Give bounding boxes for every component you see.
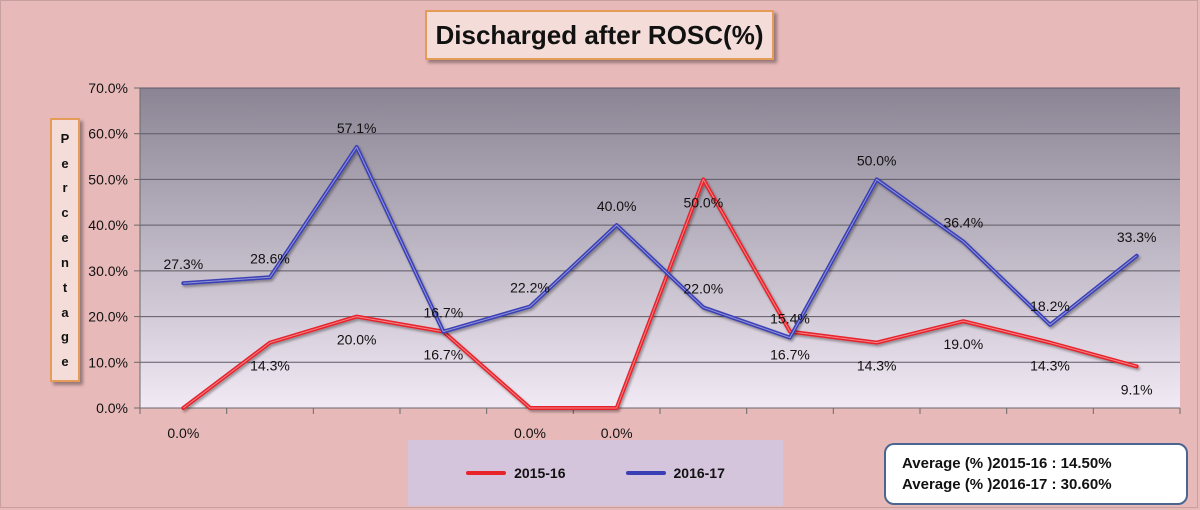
y-axis-label-letter: g (61, 329, 69, 345)
data-label-2016-17: 40.0% (597, 198, 637, 214)
legend-swatch-2015-16 (466, 471, 507, 475)
data-label-2015-16: 14.3% (1030, 358, 1070, 374)
data-label-2016-17: 27.3% (163, 256, 203, 272)
y-tick-label: 30.0% (88, 263, 128, 279)
y-tick-label: 40.0% (88, 217, 128, 233)
y-axis-label-letter: e (61, 230, 69, 246)
data-label-2016-17: 22.2% (510, 280, 550, 296)
data-label-2015-16: 14.3% (250, 358, 290, 374)
data-label-2016-17: 33.3% (1117, 229, 1157, 245)
data-label-2016-17: 57.1% (337, 120, 377, 136)
y-axis-label-letter: a (61, 304, 69, 320)
legend-swatch-2016-17 (625, 471, 666, 475)
data-label-2016-17: 15.4% (770, 311, 810, 327)
series-line-2016-17-highlight (183, 146, 1137, 339)
legend-label-2016-17: 2016-17 (673, 465, 725, 481)
y-axis-label-letter: c (61, 205, 69, 221)
data-label-2015-16: 0.0% (514, 425, 546, 441)
averages-box: Average (% )2015-16 : 14.50% Average (% … (884, 443, 1188, 505)
data-label-2015-16: 14.3% (857, 358, 897, 374)
legend: 2015-16 2016-17 (408, 440, 783, 506)
data-label-2016-17: 18.2% (1030, 298, 1070, 314)
y-axis-label-letter: P (60, 130, 70, 146)
series-line-2015-16 (181, 177, 1139, 410)
y-axis-label-letter: t (62, 279, 68, 295)
data-label-2016-17: 16.7% (423, 305, 463, 321)
legend-item-2016-17: 2016-17 (625, 465, 725, 481)
series-line-2016-17 (181, 144, 1139, 340)
data-label-2015-16: 16.7% (770, 347, 810, 363)
series-line-2015-16-highlight (183, 178, 1137, 409)
y-axis-label-letter: r (62, 180, 68, 196)
data-label-2015-16: 20.0% (337, 332, 377, 348)
data-label-2015-16: 16.7% (423, 347, 463, 363)
y-tick-label: 0.0% (96, 400, 128, 416)
y-tick-label: 10.0% (88, 354, 128, 370)
average-2016-17: Average (% )2016-17 : 30.60% (902, 476, 1112, 493)
data-label-2015-16: 19.0% (943, 336, 983, 352)
data-label-2016-17: 28.6% (250, 250, 290, 266)
y-axis-label-letter: e (61, 354, 69, 370)
data-label-2015-16: 0.0% (167, 425, 199, 441)
plot-area (140, 88, 1180, 408)
average-2015-16: Average (% )2015-16 : 14.50% (902, 455, 1112, 472)
data-label-2015-16: 0.0% (601, 425, 633, 441)
y-tick-label: 20.0% (88, 309, 128, 325)
y-tick-label: 50.0% (88, 171, 128, 187)
y-axis-label-letter: e (61, 155, 69, 171)
legend-label-2015-16: 2015-16 (514, 465, 566, 481)
chart-title: Discharged after ROSC(%) (425, 10, 774, 60)
data-label-2015-16: 9.1% (1121, 381, 1153, 397)
y-axis-label-letter: n (61, 254, 69, 270)
data-label-2016-17: 36.4% (943, 215, 983, 231)
legend-item-2015-16: 2015-16 (466, 465, 566, 481)
data-label-2015-16: 50.0% (683, 194, 723, 210)
data-label-2016-17: 50.0% (857, 152, 897, 168)
y-tick-label: 70.0% (88, 80, 128, 96)
data-label-2016-17: 22.0% (683, 280, 723, 296)
y-tick-label: 60.0% (88, 126, 128, 142)
